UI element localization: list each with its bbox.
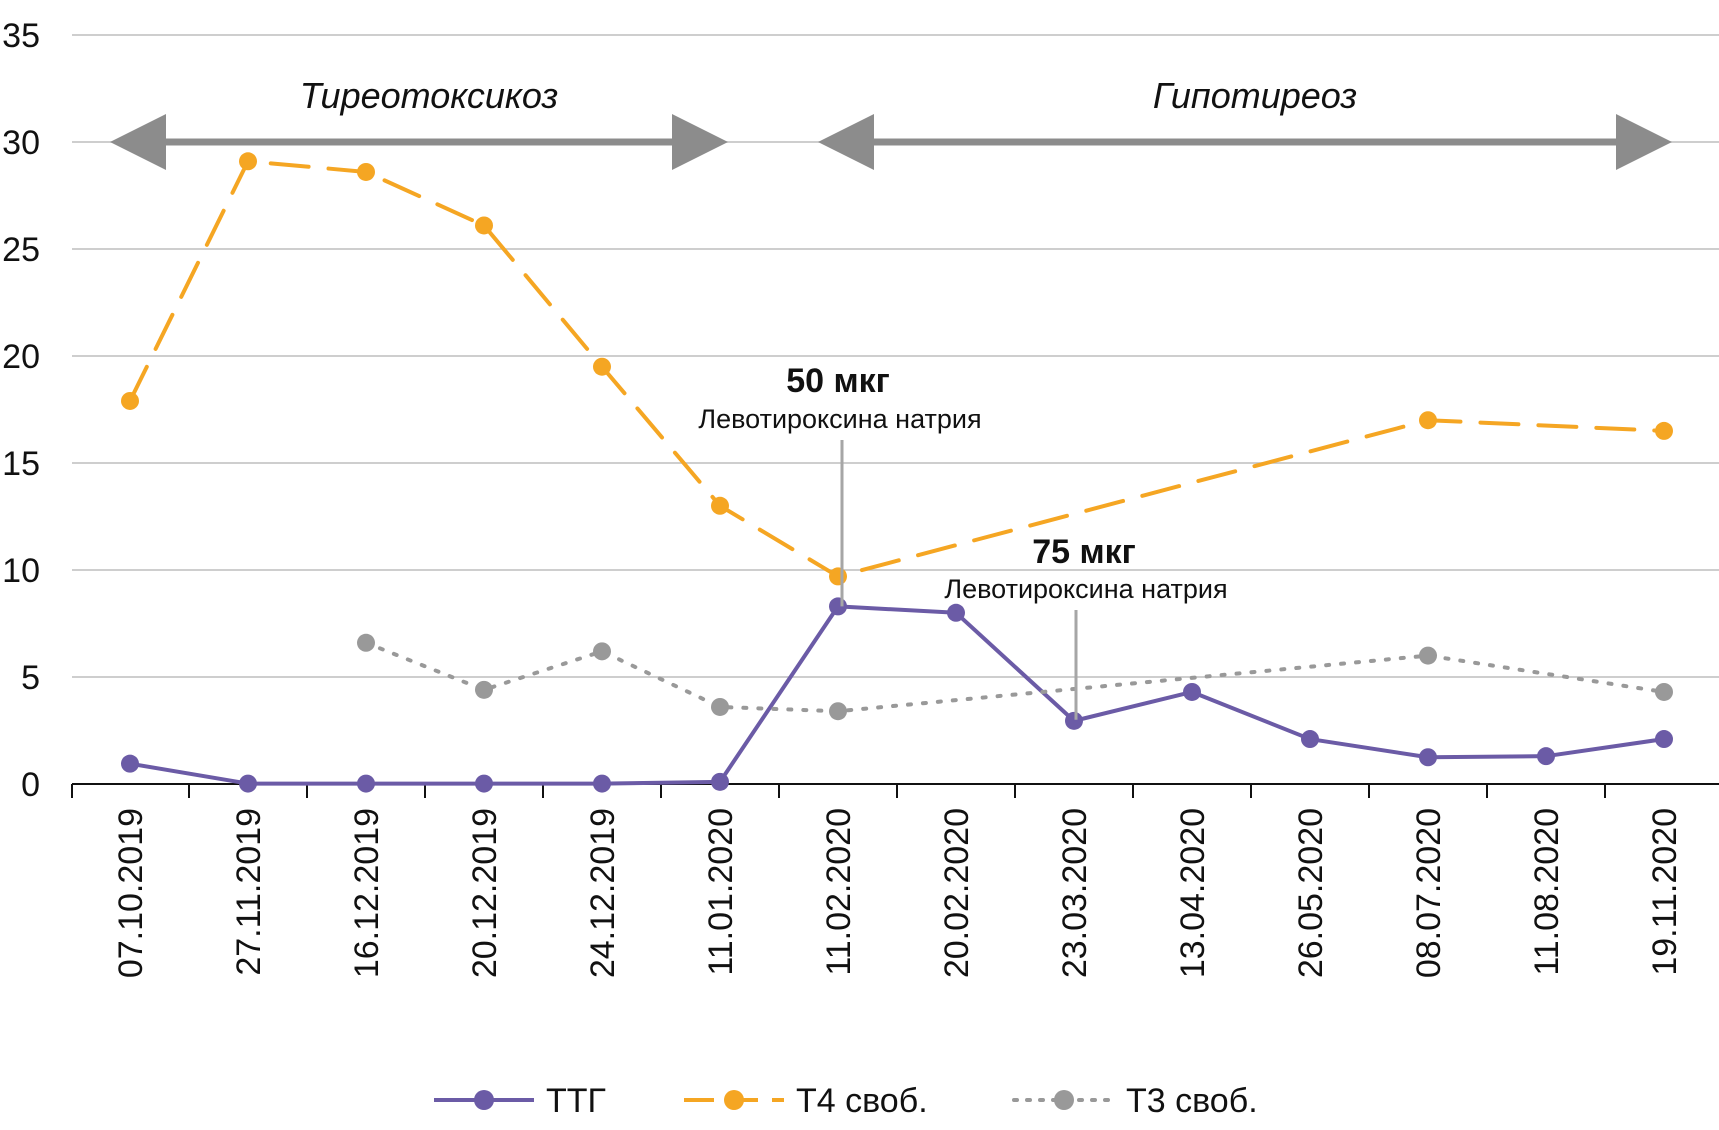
- x-tick-label: 24.12.2019: [584, 808, 622, 978]
- period-markers: Тиреотоксикоз Гипотиреоз: [110, 75, 1672, 170]
- annotation-drug: Левотироксина натрия: [944, 574, 1227, 604]
- data-point: [1655, 421, 1673, 440]
- data-point: [1183, 682, 1201, 701]
- y-tick-label: 30: [2, 124, 40, 162]
- x-tick-label: 20.12.2019: [466, 808, 504, 978]
- x-tick-label: 11.08.2020: [1528, 808, 1566, 976]
- series-line: [128, 604, 1666, 786]
- data-point: [593, 357, 611, 376]
- x-tick-label: 16.12.2019: [348, 808, 386, 978]
- x-tick-label: 27.11.2019: [230, 808, 268, 976]
- annotation-dose: 75 мкг: [1032, 533, 1136, 571]
- data-point: [1419, 748, 1437, 767]
- data-point: [1301, 730, 1319, 749]
- legend-label: Т4 своб.: [796, 1082, 928, 1120]
- period-label: Тиреотоксикоз: [300, 75, 558, 116]
- series-line: [128, 159, 1666, 579]
- data-point: [947, 603, 965, 622]
- data-point: [475, 774, 493, 793]
- y-tick-label: 25: [2, 231, 40, 269]
- y-tick-label: 5: [21, 659, 40, 697]
- x-tick-label: 23.03.2020: [1056, 808, 1094, 978]
- legend-swatch-marker: [724, 1090, 744, 1110]
- data-point: [829, 702, 847, 721]
- x-tick-label: 11.01.2020: [702, 808, 740, 976]
- data-point: [593, 774, 611, 793]
- y-tick-label: 10: [2, 552, 40, 590]
- data-point: [121, 391, 139, 410]
- data-point: [1419, 411, 1437, 430]
- legend: ТТГ Т4 своб. Т3 своб.: [434, 1082, 1258, 1120]
- data-point: [357, 162, 375, 181]
- y-axis: 0 5 10 15 20 25 30 35: [2, 17, 40, 804]
- data-point: [1065, 711, 1083, 730]
- period-label: Гипотиреоз: [1153, 75, 1357, 116]
- data-point: [1419, 646, 1437, 665]
- x-tick-label: 19.11.2020: [1646, 808, 1684, 976]
- data-point: [475, 680, 493, 699]
- data-point: [1655, 682, 1673, 701]
- data-point: [829, 567, 847, 586]
- y-tick-label: 0: [21, 766, 40, 804]
- y-tick-label: 15: [2, 445, 40, 483]
- data-point: [593, 642, 611, 661]
- x-tick-label: 13.04.2020: [1174, 808, 1212, 978]
- y-tick-label: 35: [2, 17, 40, 55]
- data-point: [711, 772, 729, 791]
- data-point: [1655, 730, 1673, 749]
- data-point: [711, 697, 729, 716]
- annotation-dose: 50 мкг: [786, 362, 890, 400]
- legend-swatch-marker: [474, 1090, 494, 1110]
- x-tick-label: 26.05.2020: [1292, 808, 1330, 978]
- y-tick-label: 20: [2, 338, 40, 376]
- data-point: [711, 496, 729, 515]
- data-point: [357, 633, 375, 652]
- data-point: [475, 216, 493, 235]
- data-point: [1537, 747, 1555, 766]
- legend-label: Т3 своб.: [1126, 1082, 1258, 1120]
- data-point: [239, 774, 257, 793]
- data-point: [829, 597, 847, 616]
- data-point: [121, 754, 139, 773]
- x-tick-label: 08.07.2020: [1410, 808, 1448, 978]
- x-tick-label: 20.02.2020: [938, 808, 976, 978]
- x-axis: 07.10.2019 27.11.2019 16.12.2019 20.12.2019…: [71, 784, 1684, 978]
- legend-swatch-marker: [1054, 1090, 1074, 1110]
- data-point: [357, 774, 375, 793]
- x-tick-label: 07.10.2019: [112, 808, 150, 978]
- data-point: [239, 152, 257, 171]
- x-tick-label: 11.02.2020: [820, 808, 858, 976]
- annotation-drug: Левотироксина натрия: [698, 404, 981, 434]
- legend-label: ТТГ: [546, 1082, 606, 1120]
